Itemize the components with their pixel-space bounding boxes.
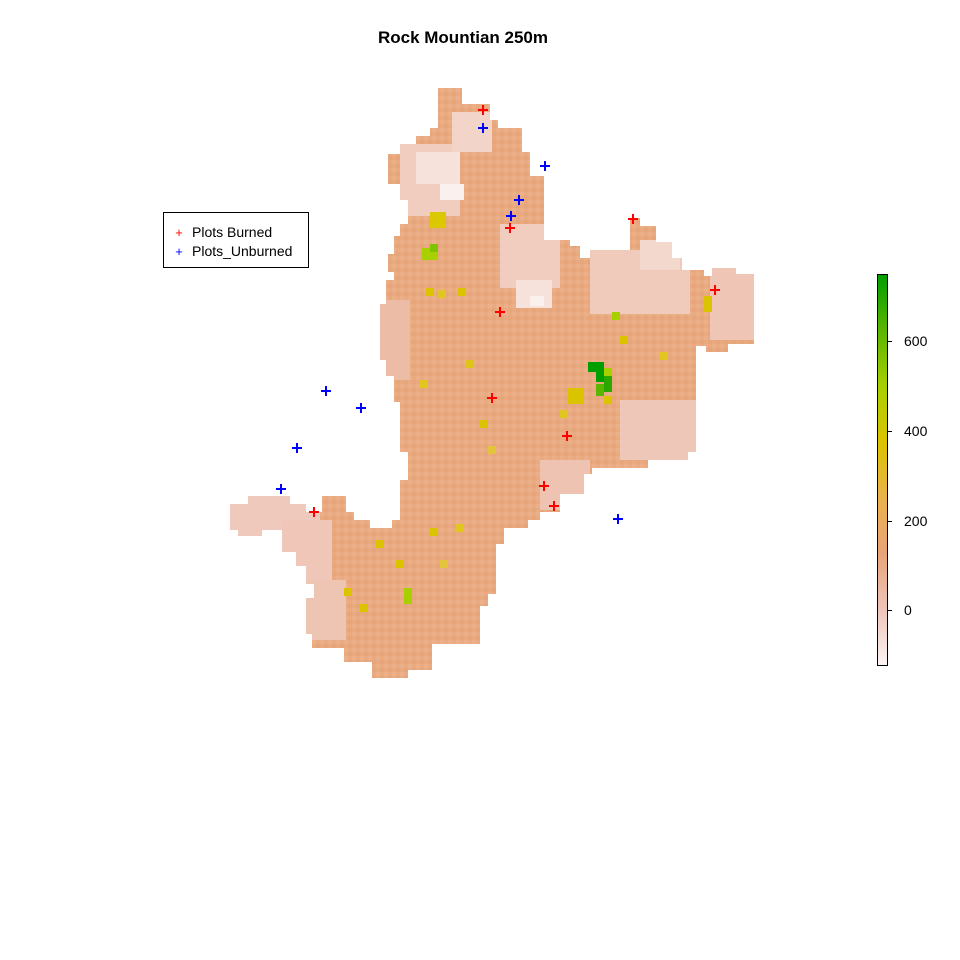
burned-plot-markers [309,105,720,517]
unburned-plot-marker [613,514,623,524]
burned-plot-marker [309,507,319,517]
unburned-plot-marker [321,386,331,396]
map-legend: + Plots Burned + Plots_Unburned [163,212,309,268]
unburned-plot-marker [292,443,302,453]
burned-plot-marker [487,393,497,403]
legend-label-unburned: Plots_Unburned [192,243,293,259]
legend-item-burned: + Plots Burned [172,223,272,241]
color-scale-tick-label: 200 [904,513,928,529]
burned-plot-marker [562,431,572,441]
burned-plot-marker [495,307,505,317]
unburned-plot-marker [276,484,286,494]
color-scale-tick-label: 600 [904,333,928,349]
legend-label-burned: Plots Burned [192,224,273,240]
color-scale-tick-label: 0 [904,602,912,618]
unburned-plot-markers [276,123,623,524]
burned-plot-marker [478,105,488,115]
burned-plot-marker [549,501,559,511]
unburned-plot-marker [356,403,366,413]
unburned-plot-marker [478,123,488,133]
burned-plot-marker [628,214,638,224]
burned-plus-icon: + [175,225,183,240]
raster-region [230,88,754,678]
unburned-plot-marker [506,211,516,221]
color-scale-tick [887,431,892,432]
unburned-plus-icon: + [175,244,183,259]
map-title: Rock Mountian 250m [377,28,549,47]
color-scale-tick-label: 400 [904,423,928,439]
color-scale-tick [887,610,892,611]
color-scale-tick [887,341,892,342]
burned-plot-marker [539,481,549,491]
burned-plot-marker [505,223,515,233]
raster-texture [230,112,754,640]
color-scale-tick [887,521,892,522]
burned-plot-marker [710,285,720,295]
color-scale-bar [877,274,888,666]
legend-item-unburned: + Plots_Unburned [172,242,292,260]
unburned-plot-marker [514,195,524,205]
unburned-plot-marker [540,161,550,171]
